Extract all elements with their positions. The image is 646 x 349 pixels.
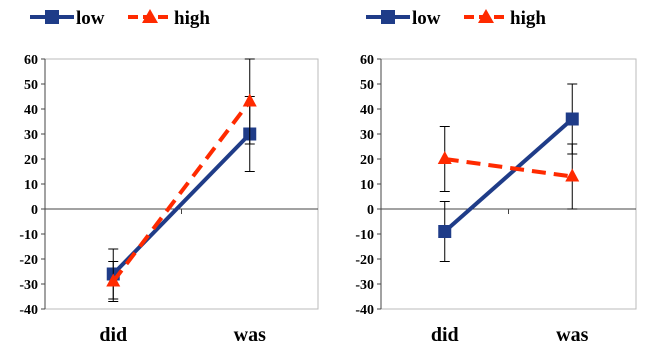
legend-high-marker [142, 9, 158, 23]
series-line-high [111, 100, 252, 283]
y-tick-label: -20 [19, 253, 38, 268]
y-tick-label: -10 [19, 228, 38, 243]
legend-high-marker [478, 9, 494, 23]
plot-area [380, 58, 637, 310]
y-tick-label: 10 [360, 178, 374, 193]
chart-panel-2: low high -40 -30 -20 -10 0 10 20 30 40 50 60 did was [355, 8, 637, 346]
y-tick-label: 30 [24, 128, 38, 143]
y-tick-label: 60 [24, 53, 38, 68]
legend-low-label: low [76, 8, 105, 29]
x-tick-label-did: did [99, 324, 127, 346]
legend-high-label: high [174, 8, 210, 29]
y-tick-label: -20 [355, 253, 374, 268]
chart-legend: low high [366, 8, 546, 29]
point-high-did [106, 273, 121, 287]
series-line-low [111, 132, 252, 276]
y-tick-label: 0 [31, 203, 38, 218]
x-tick-label-did: did [431, 324, 459, 346]
y-tick-label: -30 [355, 278, 374, 293]
point-high-was [565, 168, 580, 182]
y-tick-label: -30 [19, 278, 38, 293]
point-high-did [437, 151, 452, 164]
y-tick-label: 50 [360, 78, 374, 93]
legend-low-label: low [412, 8, 441, 29]
plot-area [44, 58, 319, 310]
series-low [438, 83, 579, 262]
y-tick-label: -10 [355, 228, 374, 243]
y-tick-label: 40 [24, 103, 38, 118]
series-high [106, 58, 257, 302]
y-tick-label: 60 [360, 53, 374, 68]
legend-low-marker [45, 10, 59, 24]
chart-legend: low high [30, 8, 210, 29]
y-tick-label: -40 [355, 303, 374, 318]
point-high-was [242, 93, 257, 107]
y-tick-label: 30 [360, 128, 374, 143]
series-low [106, 96, 257, 300]
y-tick-label: 0 [367, 203, 374, 218]
legend-low-marker [381, 10, 395, 24]
x-tick-label-was: was [234, 324, 266, 346]
y-tick-label: 10 [24, 178, 38, 193]
y-tick-label: -40 [19, 303, 38, 318]
x-tick-label-was: was [556, 324, 588, 346]
chart-panel-1: low high -40 -30 -20 -10 0 10 20 30 40 50 60 did was [19, 8, 319, 346]
y-tick-label: 50 [24, 78, 38, 93]
y-tick-label: 20 [24, 153, 38, 168]
point-low-did [438, 225, 452, 238]
y-tick-label: 40 [360, 103, 374, 118]
series-line-low [443, 117, 574, 233]
y-tick-label: 20 [360, 153, 374, 168]
legend-high-label: high [510, 8, 546, 29]
point-low-was [565, 112, 579, 126]
series-high [437, 126, 580, 210]
